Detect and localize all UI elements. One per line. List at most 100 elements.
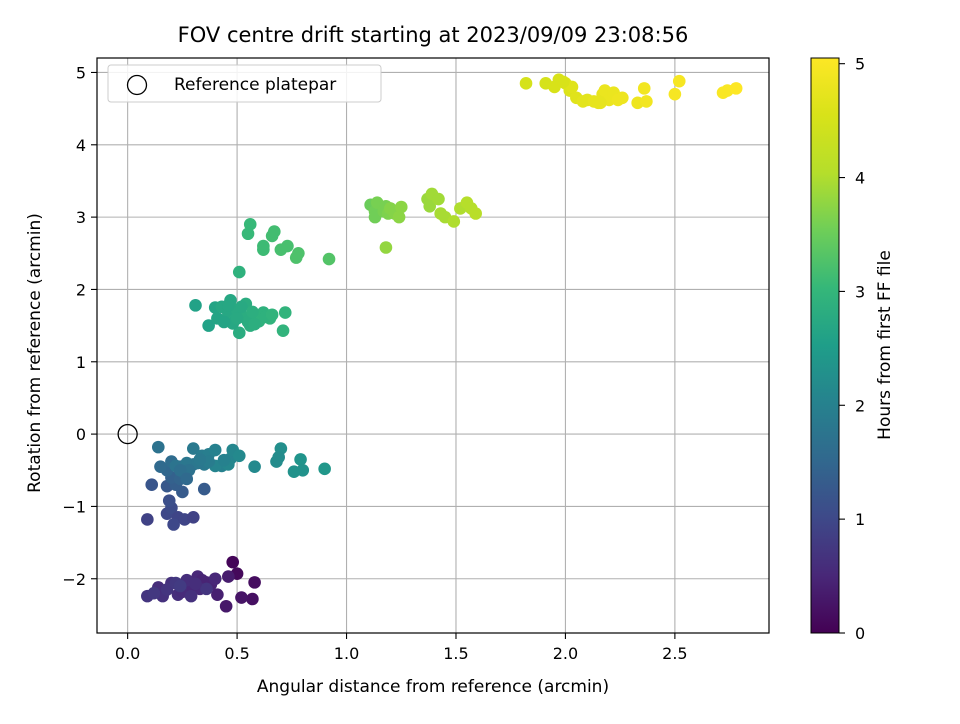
scatter-point [729, 82, 743, 95]
colorbar-ticks: 0 1 2 3 4 5 [839, 55, 865, 643]
scatter-point [222, 570, 235, 583]
scatter-point [151, 440, 165, 454]
scatter-point [243, 218, 257, 231]
scatter-point [147, 586, 161, 600]
scatter-point [268, 225, 281, 238]
plot-frame [96, 57, 770, 634]
x-tick-label: 0.0 [115, 644, 140, 663]
x-tick-label: 1.5 [443, 644, 468, 663]
scatter-point [217, 453, 231, 467]
scatter-point [173, 463, 187, 477]
y-tick-label: −1 [62, 497, 86, 516]
scatter-point [594, 96, 607, 110]
scatter-point [469, 207, 482, 220]
scatter-point [219, 599, 233, 613]
scatter-point [640, 95, 653, 108]
scatter-point [197, 482, 211, 496]
scatter-point [211, 588, 224, 601]
scatter-point [248, 576, 261, 589]
colorbar: 0 1 2 3 4 5 Hours from first FF file [810, 55, 895, 643]
scatter-point [294, 453, 307, 466]
legend-marker-reference [126, 74, 148, 96]
scatter-point [230, 312, 244, 325]
scatter-point [616, 91, 629, 105]
scatter-point [167, 518, 180, 531]
scatter-point [180, 472, 194, 486]
scatter-point [235, 591, 248, 604]
colorbar-gradient [810, 57, 840, 634]
x-axis-ticks: 0.0 0.5 1.0 1.5 2.0 2.5 [115, 633, 688, 663]
scatter-point [145, 478, 159, 492]
scatter-point [232, 326, 246, 340]
scatter-point [432, 192, 445, 206]
scatter-point [187, 510, 200, 524]
scatter-point [392, 210, 406, 224]
scatter-point [248, 317, 261, 331]
x-axis-label: Angular distance from reference (arcmin) [257, 677, 609, 697]
x-tick-label: 0.5 [224, 644, 249, 663]
y-tick-label: 5 [76, 63, 86, 82]
scatter-point [232, 449, 246, 463]
scatter-point [232, 265, 246, 279]
colorbar-tick-label: 5 [855, 55, 865, 74]
scatter-point [189, 299, 202, 312]
scatter-point [208, 443, 222, 457]
scatter-point [187, 442, 200, 455]
colorbar-tick-label: 2 [855, 396, 865, 415]
reference-platepar-marker [117, 423, 138, 445]
x-tick-label: 2.5 [662, 644, 687, 663]
scatter-point [292, 246, 305, 260]
legend: Reference platepar [107, 64, 382, 103]
scatter-point [248, 460, 261, 473]
scatter-point [235, 300, 248, 314]
scatter-point [246, 592, 259, 606]
scatter-point [296, 463, 310, 477]
colorbar-tick-label: 4 [855, 169, 865, 188]
scatter-point [226, 555, 240, 569]
scatter-point [672, 74, 686, 88]
x-tick-label: 1.0 [334, 644, 359, 663]
scatter-point [217, 315, 231, 329]
scatter-point [265, 308, 279, 322]
scatter-point [637, 82, 651, 95]
y-tick-label: 1 [76, 353, 86, 372]
colorbar-tick-label: 1 [855, 510, 865, 529]
scatter-point [257, 239, 270, 253]
y-axis-ticks: −2 −1 0 1 2 3 4 5 [62, 63, 97, 589]
scatter-point [246, 305, 259, 319]
scatter-point [272, 450, 285, 464]
x-tick-label: 2.0 [553, 644, 578, 663]
scatter-point [318, 462, 331, 476]
scatter-point [173, 579, 187, 593]
grid [97, 58, 769, 633]
scatter-point [423, 199, 437, 213]
scatter-point [668, 87, 682, 101]
scatter-point [184, 589, 198, 603]
scatter-point [241, 227, 255, 241]
scatter-point [208, 572, 222, 586]
scatter-point [162, 494, 176, 507]
scatter-point [193, 453, 207, 466]
scatter-point [189, 577, 202, 591]
y-axis-label: Rotation from reference (arcmin) [25, 213, 45, 493]
scatter-point [222, 299, 235, 312]
chart-title: FOV centre drift starting at 2023/09/09 … [178, 23, 689, 47]
scatter-point [322, 252, 336, 266]
scatter-point [141, 513, 154, 526]
legend-box [107, 64, 382, 103]
scatter-point [200, 582, 213, 596]
scatter-points [117, 73, 743, 613]
scatter-point [447, 215, 461, 228]
scatter-point [160, 583, 174, 596]
y-tick-label: 2 [76, 280, 86, 299]
scatter-point [394, 200, 408, 214]
scatter-point [281, 239, 294, 253]
legend-entry-label: Reference platepar [174, 75, 336, 95]
y-tick-label: 4 [76, 136, 86, 155]
scatter-point [379, 241, 393, 254]
colorbar-tick-label: 3 [855, 282, 865, 301]
scatter-point [154, 460, 167, 473]
colorbar-tick-label: 0 [855, 624, 865, 643]
